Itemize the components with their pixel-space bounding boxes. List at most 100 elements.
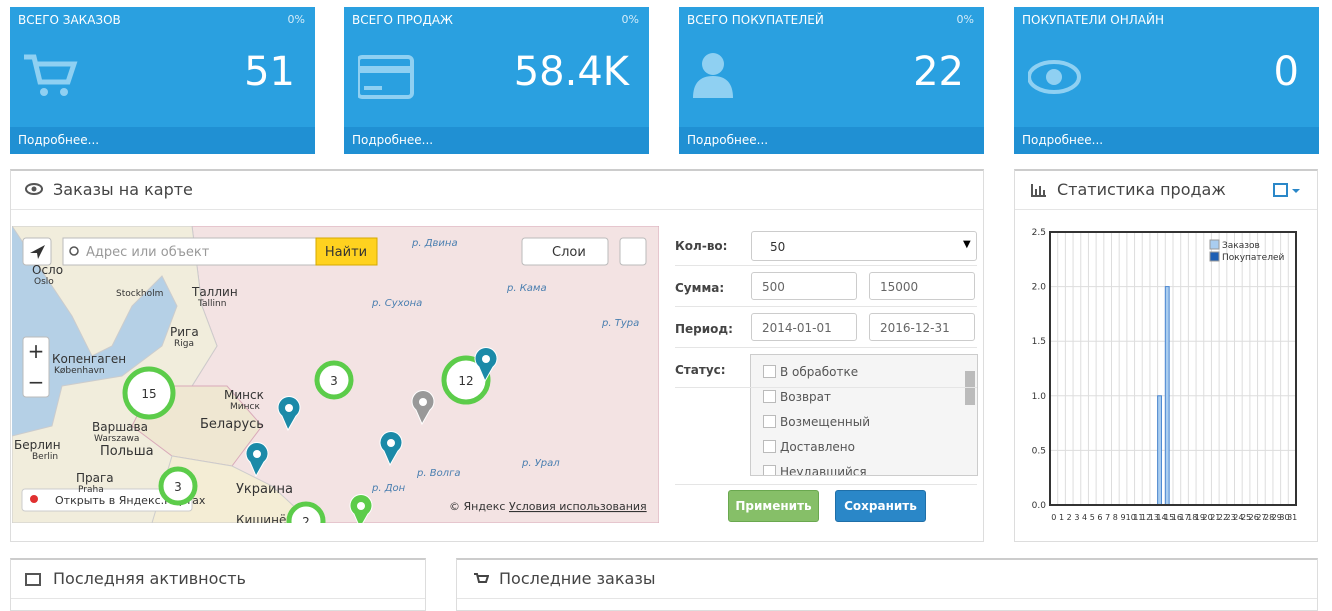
quantity-select[interactable]: 50 bbox=[751, 231, 977, 261]
orders-panel: Последние заказы bbox=[456, 558, 1318, 611]
map-label: Копенгаген bbox=[52, 352, 126, 366]
apply-button[interactable]: Применить bbox=[728, 490, 819, 522]
map-label: Berlin bbox=[32, 452, 58, 462]
cluster-count: 12 bbox=[458, 374, 473, 388]
map-label: Варшава bbox=[92, 420, 148, 434]
map-label: Таллин bbox=[191, 285, 238, 299]
panel-title: Статистика продаж bbox=[1015, 171, 1317, 210]
map-label: р. Дон bbox=[371, 483, 406, 494]
calendar-dropdown[interactable] bbox=[1273, 182, 1303, 198]
card-title: ВСЕГО ЗАКАЗОВ bbox=[18, 13, 121, 27]
period-label: Период: bbox=[675, 322, 733, 336]
cluster bbox=[158, 466, 198, 506]
activity-panel: Последняя активность bbox=[10, 558, 426, 611]
row-sep bbox=[675, 265, 977, 266]
map-label: Минск bbox=[224, 388, 264, 402]
card-icon bbox=[358, 55, 414, 99]
status-option[interactable]: Возмещенный bbox=[763, 415, 870, 429]
map: Адрес или объект Найти Слои + − Открыть … bbox=[12, 226, 659, 523]
scrollbar bbox=[965, 371, 975, 405]
select-arrow: ▼ bbox=[963, 239, 971, 250]
map-label: р. Тура bbox=[601, 318, 639, 329]
map-label: р. Урал bbox=[521, 458, 560, 469]
map-label: København bbox=[54, 366, 105, 376]
card-title: ВСЕГО ПРОДАЖ bbox=[352, 13, 453, 27]
card-change: 0% bbox=[287, 13, 305, 26]
row-sep bbox=[675, 387, 977, 388]
status-text[interactable]: Возврат bbox=[780, 390, 831, 404]
map-label: Рига bbox=[170, 325, 199, 339]
status-option[interactable]: В обработке bbox=[763, 365, 858, 379]
map-panel: Заказы на карте Адрес или объект Найти С… bbox=[10, 169, 984, 542]
terms-link[interactable]: Условия использования bbox=[509, 500, 647, 513]
search-button-text[interactable]: Найти bbox=[325, 245, 367, 260]
map-label: Минск bbox=[230, 402, 260, 412]
map-marker bbox=[411, 390, 435, 426]
svg-text:−: − bbox=[28, 370, 45, 394]
marker-dot bbox=[482, 355, 490, 363]
map-marker bbox=[245, 442, 269, 478]
zoom-control[interactable] bbox=[22, 336, 50, 398]
row-sep bbox=[675, 306, 977, 307]
save-button[interactable]: Сохранить bbox=[835, 490, 926, 522]
panel-title: Последние заказы bbox=[457, 560, 1317, 599]
card-title: ПОКУПАТЕЛИ ОНЛАЙН bbox=[1022, 13, 1164, 27]
card-value: 0 bbox=[1273, 49, 1299, 95]
marker-dot bbox=[285, 404, 293, 412]
svg-text:+: + bbox=[28, 339, 45, 363]
cluster-count: 3 bbox=[330, 374, 338, 388]
status-option[interactable]: Доставлено bbox=[763, 440, 855, 454]
row-sep bbox=[675, 484, 977, 485]
sum-to[interactable]: 15000 bbox=[869, 272, 975, 300]
card-change: 0% bbox=[621, 13, 639, 26]
map-marker bbox=[277, 396, 301, 432]
status-text[interactable]: Неудавшийся bbox=[780, 465, 867, 476]
layers-text[interactable]: Слои bbox=[552, 245, 586, 260]
cluster-count: 2 bbox=[302, 515, 310, 523]
cluster bbox=[314, 360, 354, 400]
card-icon bbox=[693, 53, 733, 98]
period-to[interactable]: 2016-12-31 bbox=[869, 313, 975, 341]
card-link[interactable]: Подробнее... bbox=[1014, 127, 1319, 154]
card-value: 22 bbox=[913, 49, 964, 95]
sum-from[interactable]: 500 bbox=[751, 272, 857, 300]
card-link[interactable]: Подробнее... bbox=[679, 127, 984, 154]
marker-dot bbox=[253, 450, 261, 458]
card-link[interactable]: Подробнее... bbox=[344, 127, 649, 154]
map-label: Украина bbox=[236, 482, 293, 497]
status-text[interactable]: В обработке bbox=[780, 365, 859, 379]
panel-title: Последняя активность bbox=[11, 560, 425, 599]
card-icon bbox=[1028, 60, 1081, 94]
card-icon bbox=[24, 54, 78, 96]
map-label: р. Кама bbox=[506, 283, 547, 294]
map-marker bbox=[379, 431, 403, 467]
search-placeholder: Адрес или объект bbox=[86, 245, 210, 260]
map-marker bbox=[474, 347, 498, 383]
quantity-label: Кол-во: bbox=[675, 239, 728, 253]
fullscreen-button[interactable] bbox=[619, 237, 647, 266]
period-from[interactable]: 2014-01-01 bbox=[751, 313, 857, 341]
stat-card: ВСЕГО ПОКУПАТЕЛЕЙ 0% 22 Подробнее... bbox=[679, 7, 984, 154]
status-text[interactable]: Возмещенный bbox=[780, 415, 871, 429]
card-title: ВСЕГО ПОКУПАТЕЛЕЙ bbox=[687, 13, 824, 27]
map-label: Кишинё bbox=[236, 513, 286, 523]
eye-icon bbox=[25, 183, 43, 195]
cluster bbox=[441, 355, 491, 405]
cluster-count: 15 bbox=[141, 387, 156, 401]
card-link[interactable]: Подробнее... bbox=[10, 127, 315, 154]
status-option[interactable]: Неудавшийся bbox=[763, 465, 867, 476]
status-option[interactable]: Возврат bbox=[763, 390, 831, 404]
status-label: Статус: bbox=[675, 363, 726, 377]
search-button[interactable] bbox=[315, 237, 378, 266]
card-value: 58.4K bbox=[513, 49, 629, 95]
status-list: В обработке Возврат Возмещенный Доставлено Н… bbox=[750, 354, 978, 476]
status-text[interactable]: Доставлено bbox=[780, 440, 855, 454]
map-label: Берлин bbox=[14, 438, 61, 452]
row-sep bbox=[675, 347, 977, 348]
stat-card: ПОКУПАТЕЛИ ОНЛАЙН 0 Подробнее... bbox=[1014, 7, 1319, 154]
layers-button[interactable] bbox=[521, 237, 609, 266]
stat-card: ВСЕГО ЗАКАЗОВ 0% 51 Подробнее... bbox=[10, 7, 315, 154]
map-label: Warszawa bbox=[94, 434, 139, 444]
marker-dot bbox=[387, 439, 395, 447]
map-label: Беларусь bbox=[200, 417, 264, 432]
